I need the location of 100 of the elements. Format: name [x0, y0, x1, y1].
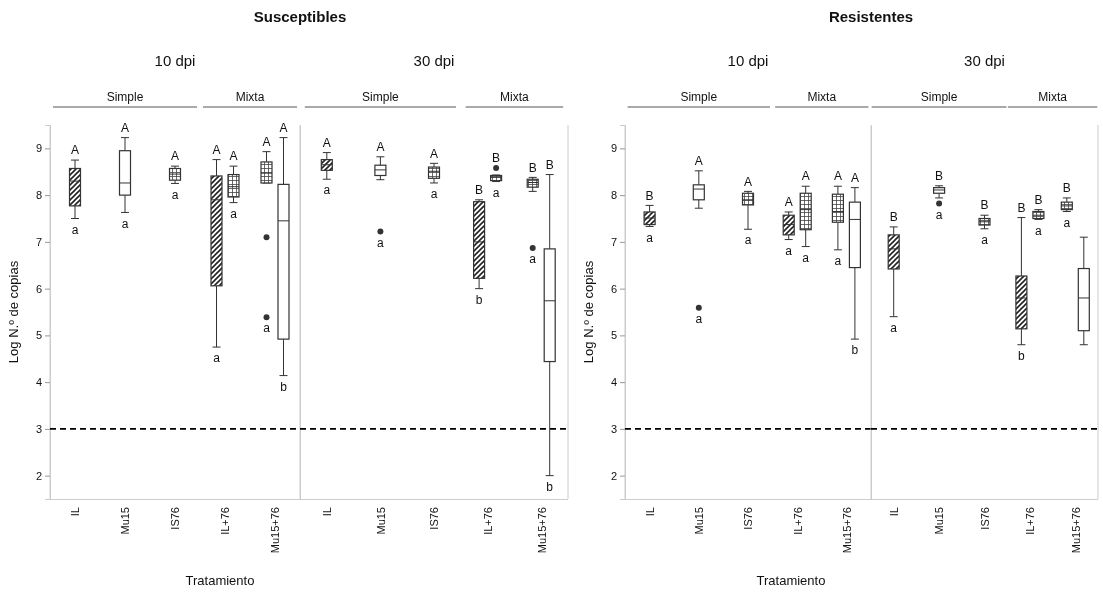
- annotation: b: [475, 292, 483, 307]
- y-tick-label: 7: [610, 235, 617, 248]
- x-tick-label: IL+76: [1024, 507, 1037, 535]
- annotation: A: [229, 149, 238, 164]
- annotation: A: [784, 195, 793, 210]
- annotation: A: [279, 120, 288, 135]
- y-tick-label: 8: [35, 189, 42, 202]
- annotation: b: [546, 479, 554, 494]
- annotation: A: [262, 134, 271, 149]
- x-tick-label: IL: [321, 507, 334, 517]
- x-tick-label: IL: [888, 507, 901, 517]
- y-tick-label: 8: [610, 189, 617, 202]
- annotation: B: [935, 168, 944, 183]
- x-tick-label: IS76: [742, 507, 755, 530]
- annotation: a: [263, 321, 271, 336]
- y-axis-title: Log N.º de copias: [6, 260, 21, 364]
- chart-subtitle: 30 dpi: [964, 52, 1005, 69]
- y-tick-label: 4: [35, 376, 42, 389]
- annotation: B: [1062, 181, 1071, 196]
- chart-title: Susceptibles: [253, 8, 347, 25]
- annotation: A: [694, 154, 703, 169]
- annotation: A: [212, 142, 221, 157]
- y-tick-label: 2: [35, 469, 42, 482]
- annotation: a: [890, 320, 898, 335]
- y-tick-label: 9: [35, 142, 42, 155]
- annotation: A: [376, 139, 385, 154]
- text: Mixta: [1038, 90, 1068, 104]
- y-tick-label: 6: [35, 282, 42, 295]
- annotation: A: [833, 169, 842, 184]
- y-tick-label: 4: [610, 376, 617, 389]
- text: Mixta: [807, 90, 837, 104]
- annotation: a: [71, 222, 79, 237]
- annotation: b: [851, 343, 859, 358]
- annotation: a: [230, 206, 238, 221]
- y-tick-label: 7: [35, 235, 42, 248]
- annotation: B: [492, 151, 501, 166]
- annotation: a: [121, 216, 129, 231]
- annotation: a: [213, 351, 221, 366]
- x-tick-label: IS76: [428, 507, 441, 530]
- text: Simple: [920, 90, 958, 104]
- x-tick-label: Mu15+76: [535, 507, 548, 554]
- x-tick-label: Mu15: [119, 507, 132, 535]
- annotation: B: [889, 210, 898, 225]
- annotation: a: [430, 187, 438, 202]
- annotation: A: [850, 170, 859, 185]
- x-axis-title: Tratamiento: [185, 573, 255, 588]
- chart-subtitle: 10 dpi: [154, 52, 196, 69]
- annotation: a: [785, 243, 793, 258]
- y-tick-label: 5: [610, 329, 617, 342]
- annotation: a: [492, 185, 500, 200]
- x-tick-label: IL: [69, 507, 82, 517]
- text: Mixta: [235, 90, 265, 104]
- annotation: a: [802, 250, 810, 265]
- annotation: a: [744, 233, 752, 248]
- text: Simple: [106, 90, 144, 104]
- chart-subtitle: 30 dpi: [413, 52, 455, 69]
- text: Mixta: [500, 90, 530, 104]
- annotation: A: [70, 143, 80, 158]
- annotation: b: [1018, 348, 1026, 363]
- annotation: a: [1063, 215, 1071, 230]
- annotation: A: [743, 174, 753, 189]
- chart-title: Resistentes: [828, 8, 914, 25]
- annotation: a: [529, 252, 537, 267]
- x-tick-label: Mu15+76: [1069, 507, 1082, 554]
- annotation: a: [1035, 223, 1043, 238]
- annotation: B: [645, 188, 654, 203]
- annotation: B: [528, 160, 537, 175]
- text: Simple: [680, 90, 718, 104]
- annotation: A: [170, 149, 180, 164]
- y-tick-label: 3: [610, 422, 617, 435]
- x-tick-label: Mu15: [374, 507, 387, 535]
- x-tick-label: Mu15: [933, 507, 946, 535]
- y-tick-label: 5: [35, 329, 42, 342]
- y-axis-title: Log N.º de copias: [581, 260, 596, 364]
- x-tick-label: IL+76: [219, 507, 232, 535]
- annotation: a: [834, 254, 842, 269]
- x-tick-label: IL+76: [791, 507, 804, 535]
- text: Simple: [362, 90, 400, 104]
- annotation: B: [545, 157, 554, 172]
- annotation: A: [120, 120, 130, 135]
- annotation: b: [280, 379, 288, 394]
- x-tick-label: IS76: [169, 507, 182, 530]
- annotation: B: [475, 183, 484, 197]
- annotation: a: [323, 183, 331, 198]
- annotation: a: [695, 311, 703, 326]
- x-tick-label: IS76: [978, 507, 991, 530]
- x-tick-label: Mu15+76: [269, 507, 282, 554]
- annotation: a: [935, 207, 943, 222]
- annotation: A: [801, 169, 810, 184]
- x-tick-label: Mu15+76: [840, 507, 853, 554]
- y-tick-label: 3: [35, 422, 42, 435]
- x-axis-title: Tratamiento: [756, 573, 826, 588]
- y-tick-label: 9: [610, 142, 617, 155]
- annotation: A: [322, 135, 331, 150]
- annotation: a: [981, 232, 989, 247]
- y-tick-label: 6: [610, 282, 617, 295]
- x-tick-label: IL: [643, 507, 656, 517]
- annotation: a: [377, 235, 385, 250]
- annotation: B: [1017, 200, 1026, 215]
- annotation: B: [980, 198, 989, 213]
